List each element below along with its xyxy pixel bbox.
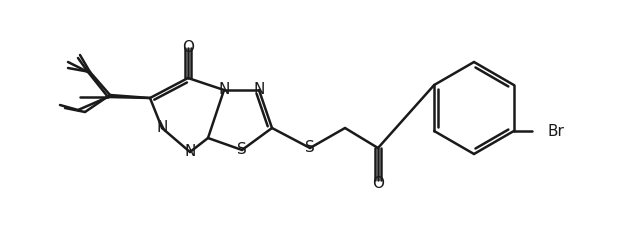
Text: Br: Br bbox=[548, 124, 564, 139]
Text: N: N bbox=[253, 82, 265, 98]
Text: O: O bbox=[372, 177, 384, 191]
Text: S: S bbox=[305, 141, 315, 156]
Text: N: N bbox=[218, 82, 230, 98]
Text: N: N bbox=[156, 121, 168, 136]
Text: O: O bbox=[182, 41, 194, 56]
Text: S: S bbox=[237, 143, 247, 158]
Text: N: N bbox=[184, 144, 196, 160]
